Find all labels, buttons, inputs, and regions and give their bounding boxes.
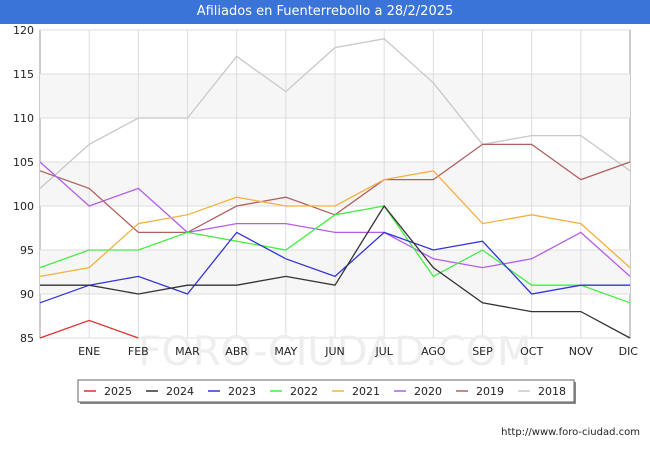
- legend-label-2022: 2022: [290, 385, 318, 398]
- legend-label-2023: 2023: [228, 385, 256, 398]
- y-tick-label: 85: [20, 332, 34, 345]
- legend-label-2018: 2018: [538, 385, 566, 398]
- watermark: FORO-CIUDAD.COM: [138, 329, 531, 375]
- y-tick-label: 115: [13, 68, 34, 81]
- series-line-2022: [39, 205, 631, 304]
- series-line-2021: [39, 170, 631, 278]
- y-tick-label: 100: [13, 200, 34, 213]
- series-line-2020: [39, 161, 631, 277]
- x-tick-label: ENE: [78, 345, 100, 358]
- y-axis-ticks: 85 90 95 100 105 110 115 120: [13, 24, 34, 345]
- x-tick-label: JUN: [324, 345, 345, 358]
- x-tick-label: DIC: [619, 345, 639, 358]
- x-tick-label: FEB: [128, 345, 149, 358]
- x-tick-label: MAY: [274, 345, 297, 358]
- legend-label-2019: 2019: [476, 385, 504, 398]
- legend-label-2021: 2021: [352, 385, 380, 398]
- legend-label-2020: 2020: [414, 385, 442, 398]
- x-tick-label: OCT: [520, 345, 543, 358]
- series-lines: [39, 38, 631, 339]
- footer-url[interactable]: http://www.foro-ciudad.com: [501, 427, 640, 438]
- x-tick-label: NOV: [569, 345, 594, 358]
- y-tick-label: 95: [20, 244, 34, 257]
- legend-label-2025: 2025: [104, 385, 132, 398]
- legend-box: [77, 379, 575, 403]
- x-tick-label: ABR: [225, 345, 248, 358]
- y-tick-label: 110: [13, 112, 34, 125]
- y-tick-label: 120: [13, 24, 34, 37]
- y-tick-label: 90: [20, 288, 34, 301]
- legend-label-2024: 2024: [166, 385, 194, 398]
- y-tick-label: 105: [13, 156, 34, 169]
- x-tick-label: JUL: [374, 345, 393, 358]
- x-axis-ticks: ENE FEB MAR ABR MAY JUN JUL AGO SEP OCT NOV DIC: [78, 345, 638, 358]
- legend: 2025 2024 2023 2022 2021 2020 2019 2018: [77, 379, 576, 404]
- series-line-2018: [39, 38, 631, 189]
- series-line-2024: [40, 204, 631, 339]
- x-tick-label: AGO: [421, 345, 446, 358]
- series-line-2025: [39, 319, 139, 339]
- chart-title: Afiliados en Fuenterrebollo a 28/2/2025: [0, 0, 650, 24]
- x-tick-label: SEP: [472, 345, 493, 358]
- x-tick-label: MAR: [175, 345, 200, 358]
- series-line-2023: [39, 231, 630, 304]
